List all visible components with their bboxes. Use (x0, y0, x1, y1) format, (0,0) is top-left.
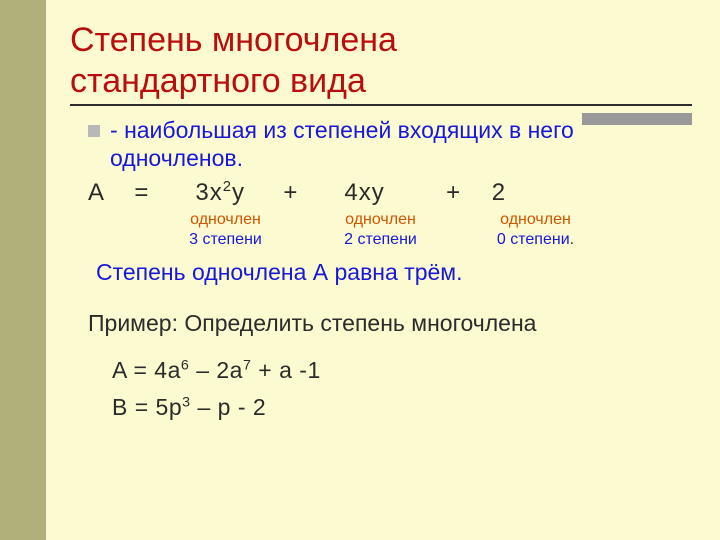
left-vertical-stripe (0, 0, 46, 540)
accent-bar (582, 113, 692, 125)
square-bullet-icon (88, 125, 100, 137)
example-equation-B: B = 5p3 – p - 2 (112, 394, 692, 421)
slide-title: Степень многочлена стандартного вида (70, 20, 692, 106)
annot-top-2: одночлен (303, 211, 458, 229)
annotation-row-top: одночлен одночлен одночлен (148, 211, 692, 229)
definition-body: наибольшая из степеней входящих в него о… (110, 117, 574, 172)
slide-body: Степень многочлена стандартного вида - н… (46, 0, 720, 540)
degree-statement: Степень одночлена А равна трём. (96, 259, 692, 286)
eq-equals: = (134, 179, 149, 206)
eq-term-3: 2 (492, 179, 506, 206)
definition-prefix: - (110, 117, 124, 143)
title-line-2: стандартного вида (70, 62, 366, 100)
eq-op-2: + (446, 179, 461, 206)
annotation-row-bottom: 3 степени 2 степени 0 степени. (148, 231, 692, 249)
eq-term-2: 4xy (344, 179, 384, 206)
content-area: - наибольшая из степеней входящих в него… (70, 116, 692, 422)
title-block: Степень многочлена стандартного вида (70, 20, 692, 106)
annot-top-1: одночлен (148, 211, 303, 229)
eq-term-1: 3x2y (195, 179, 245, 206)
example-equation-A: A = 4a6 – 2a7 + a -1 (112, 357, 692, 384)
annot-deg-3: 0 степени. (458, 231, 613, 249)
annot-top-3: одночлен (458, 211, 613, 229)
title-line-1: Степень многочлена (70, 21, 397, 59)
annot-deg-2: 2 степени (303, 231, 458, 249)
eq-op-1: + (283, 179, 298, 206)
annot-deg-1: 3 степени (148, 231, 303, 249)
example-lead: Пример: Определить степень многочлена (88, 310, 692, 337)
main-equation: A = 3x2y + 4xy + 2 (88, 179, 692, 207)
eq-lhs: A (88, 179, 104, 206)
